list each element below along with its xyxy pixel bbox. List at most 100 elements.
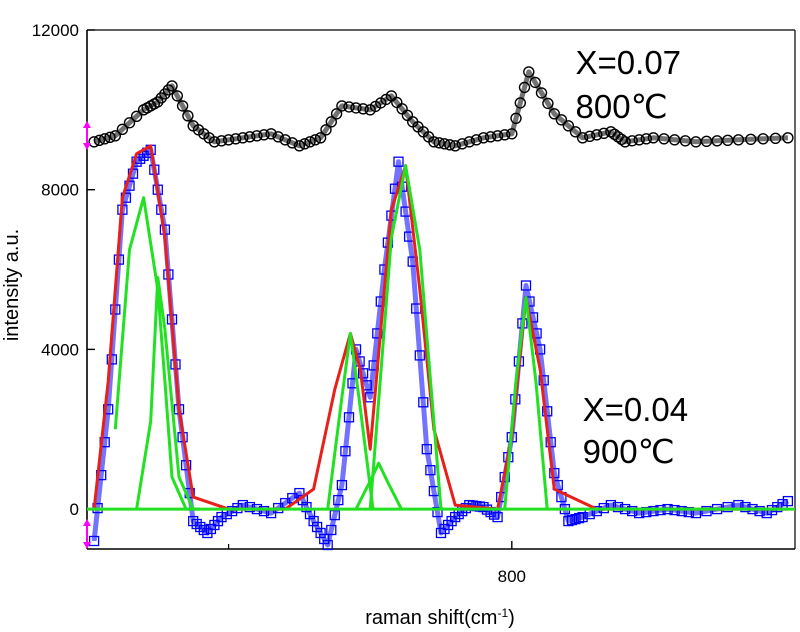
data-point (520, 280, 532, 291)
data-point (491, 130, 504, 142)
data-point (450, 511, 461, 523)
data-point (393, 156, 404, 167)
series-4 (135, 276, 195, 510)
data-point (299, 138, 311, 150)
plot-frame (86, 29, 796, 550)
data-point (542, 406, 553, 417)
data-point (88, 136, 100, 148)
x-axis-title-close: ) (508, 607, 515, 629)
data-point (130, 110, 143, 123)
data-point (499, 129, 511, 141)
data-point (538, 375, 549, 386)
data-point (732, 134, 745, 146)
data-point (668, 134, 681, 146)
x007-label: X=0.07 (576, 44, 682, 81)
data-point (215, 135, 228, 147)
data-point (336, 479, 348, 491)
series-0 (88, 66, 794, 152)
data-point (162, 84, 175, 96)
data-point (414, 350, 425, 361)
data-point (198, 524, 209, 536)
data-point (438, 138, 451, 150)
data-point (340, 446, 351, 457)
series-line (326, 331, 375, 510)
data-point (176, 100, 189, 112)
series-7 (368, 164, 443, 510)
data-point (444, 139, 456, 151)
data-point (226, 505, 238, 517)
data-point (244, 131, 256, 143)
data-point (421, 444, 432, 455)
data-point (191, 518, 202, 530)
data-point (510, 112, 522, 125)
data-point (195, 521, 206, 533)
data-point (104, 131, 116, 144)
data-point (279, 134, 291, 146)
data-point (326, 524, 337, 536)
series-2 (92, 144, 788, 511)
data-point (612, 501, 624, 513)
data-point (772, 501, 783, 513)
data-point (477, 132, 490, 144)
data-point (229, 133, 242, 145)
data-point (155, 92, 168, 104)
data-point (722, 501, 733, 513)
data-point (222, 134, 235, 146)
x-tick-label: 800 (498, 567, 526, 586)
data-point (754, 505, 765, 517)
y-tick-label: 12000 (32, 21, 79, 40)
y-tick-label: 4000 (41, 340, 79, 359)
data-point (542, 97, 554, 110)
series-line (368, 164, 443, 510)
data-point (514, 97, 526, 109)
data-point (633, 134, 645, 146)
data-point (769, 132, 782, 145)
x-axis-title-sup: -1 (497, 606, 508, 620)
series-3 (113, 196, 201, 511)
data-point (315, 527, 326, 539)
series-1 (88, 144, 794, 551)
annotation-group: X=0.07 800℃ X=0.04 900℃ (576, 44, 689, 470)
series-line (113, 196, 201, 511)
data-point (518, 81, 531, 94)
data-point (336, 100, 348, 112)
data-point (208, 136, 221, 148)
series-line (92, 144, 788, 511)
data-point (308, 515, 319, 527)
data-point (562, 120, 575, 132)
data-point (449, 140, 461, 152)
data-point (258, 505, 270, 517)
data-point (591, 505, 602, 517)
data-point (555, 114, 568, 126)
data-point (584, 130, 596, 143)
data-point (722, 134, 734, 147)
data-point (563, 515, 574, 527)
y-axis-title: intensity a.u. (1, 229, 23, 341)
data-point (782, 495, 794, 507)
series-trace (93, 69, 789, 149)
series-6 (354, 461, 403, 510)
data-point (188, 515, 199, 527)
data-point (566, 514, 578, 526)
data-point (433, 137, 445, 149)
data-point (523, 66, 535, 78)
series-8 (503, 296, 549, 510)
series-trace (91, 147, 790, 548)
data-point (425, 465, 436, 476)
data-point (182, 110, 194, 122)
x007-temp: 800℃ (576, 88, 668, 125)
data-point (350, 102, 362, 114)
data-point (701, 505, 712, 517)
data-point (570, 513, 581, 525)
data-point (320, 124, 332, 136)
data-point (343, 101, 355, 113)
data-point (98, 133, 111, 145)
data-point (676, 505, 687, 517)
x004-temp: 900℃ (583, 433, 675, 470)
data-point (782, 132, 794, 144)
data-point (470, 134, 483, 146)
data-point (159, 88, 171, 100)
data-point (265, 128, 277, 140)
data-point (357, 368, 369, 379)
data-point (576, 132, 589, 144)
